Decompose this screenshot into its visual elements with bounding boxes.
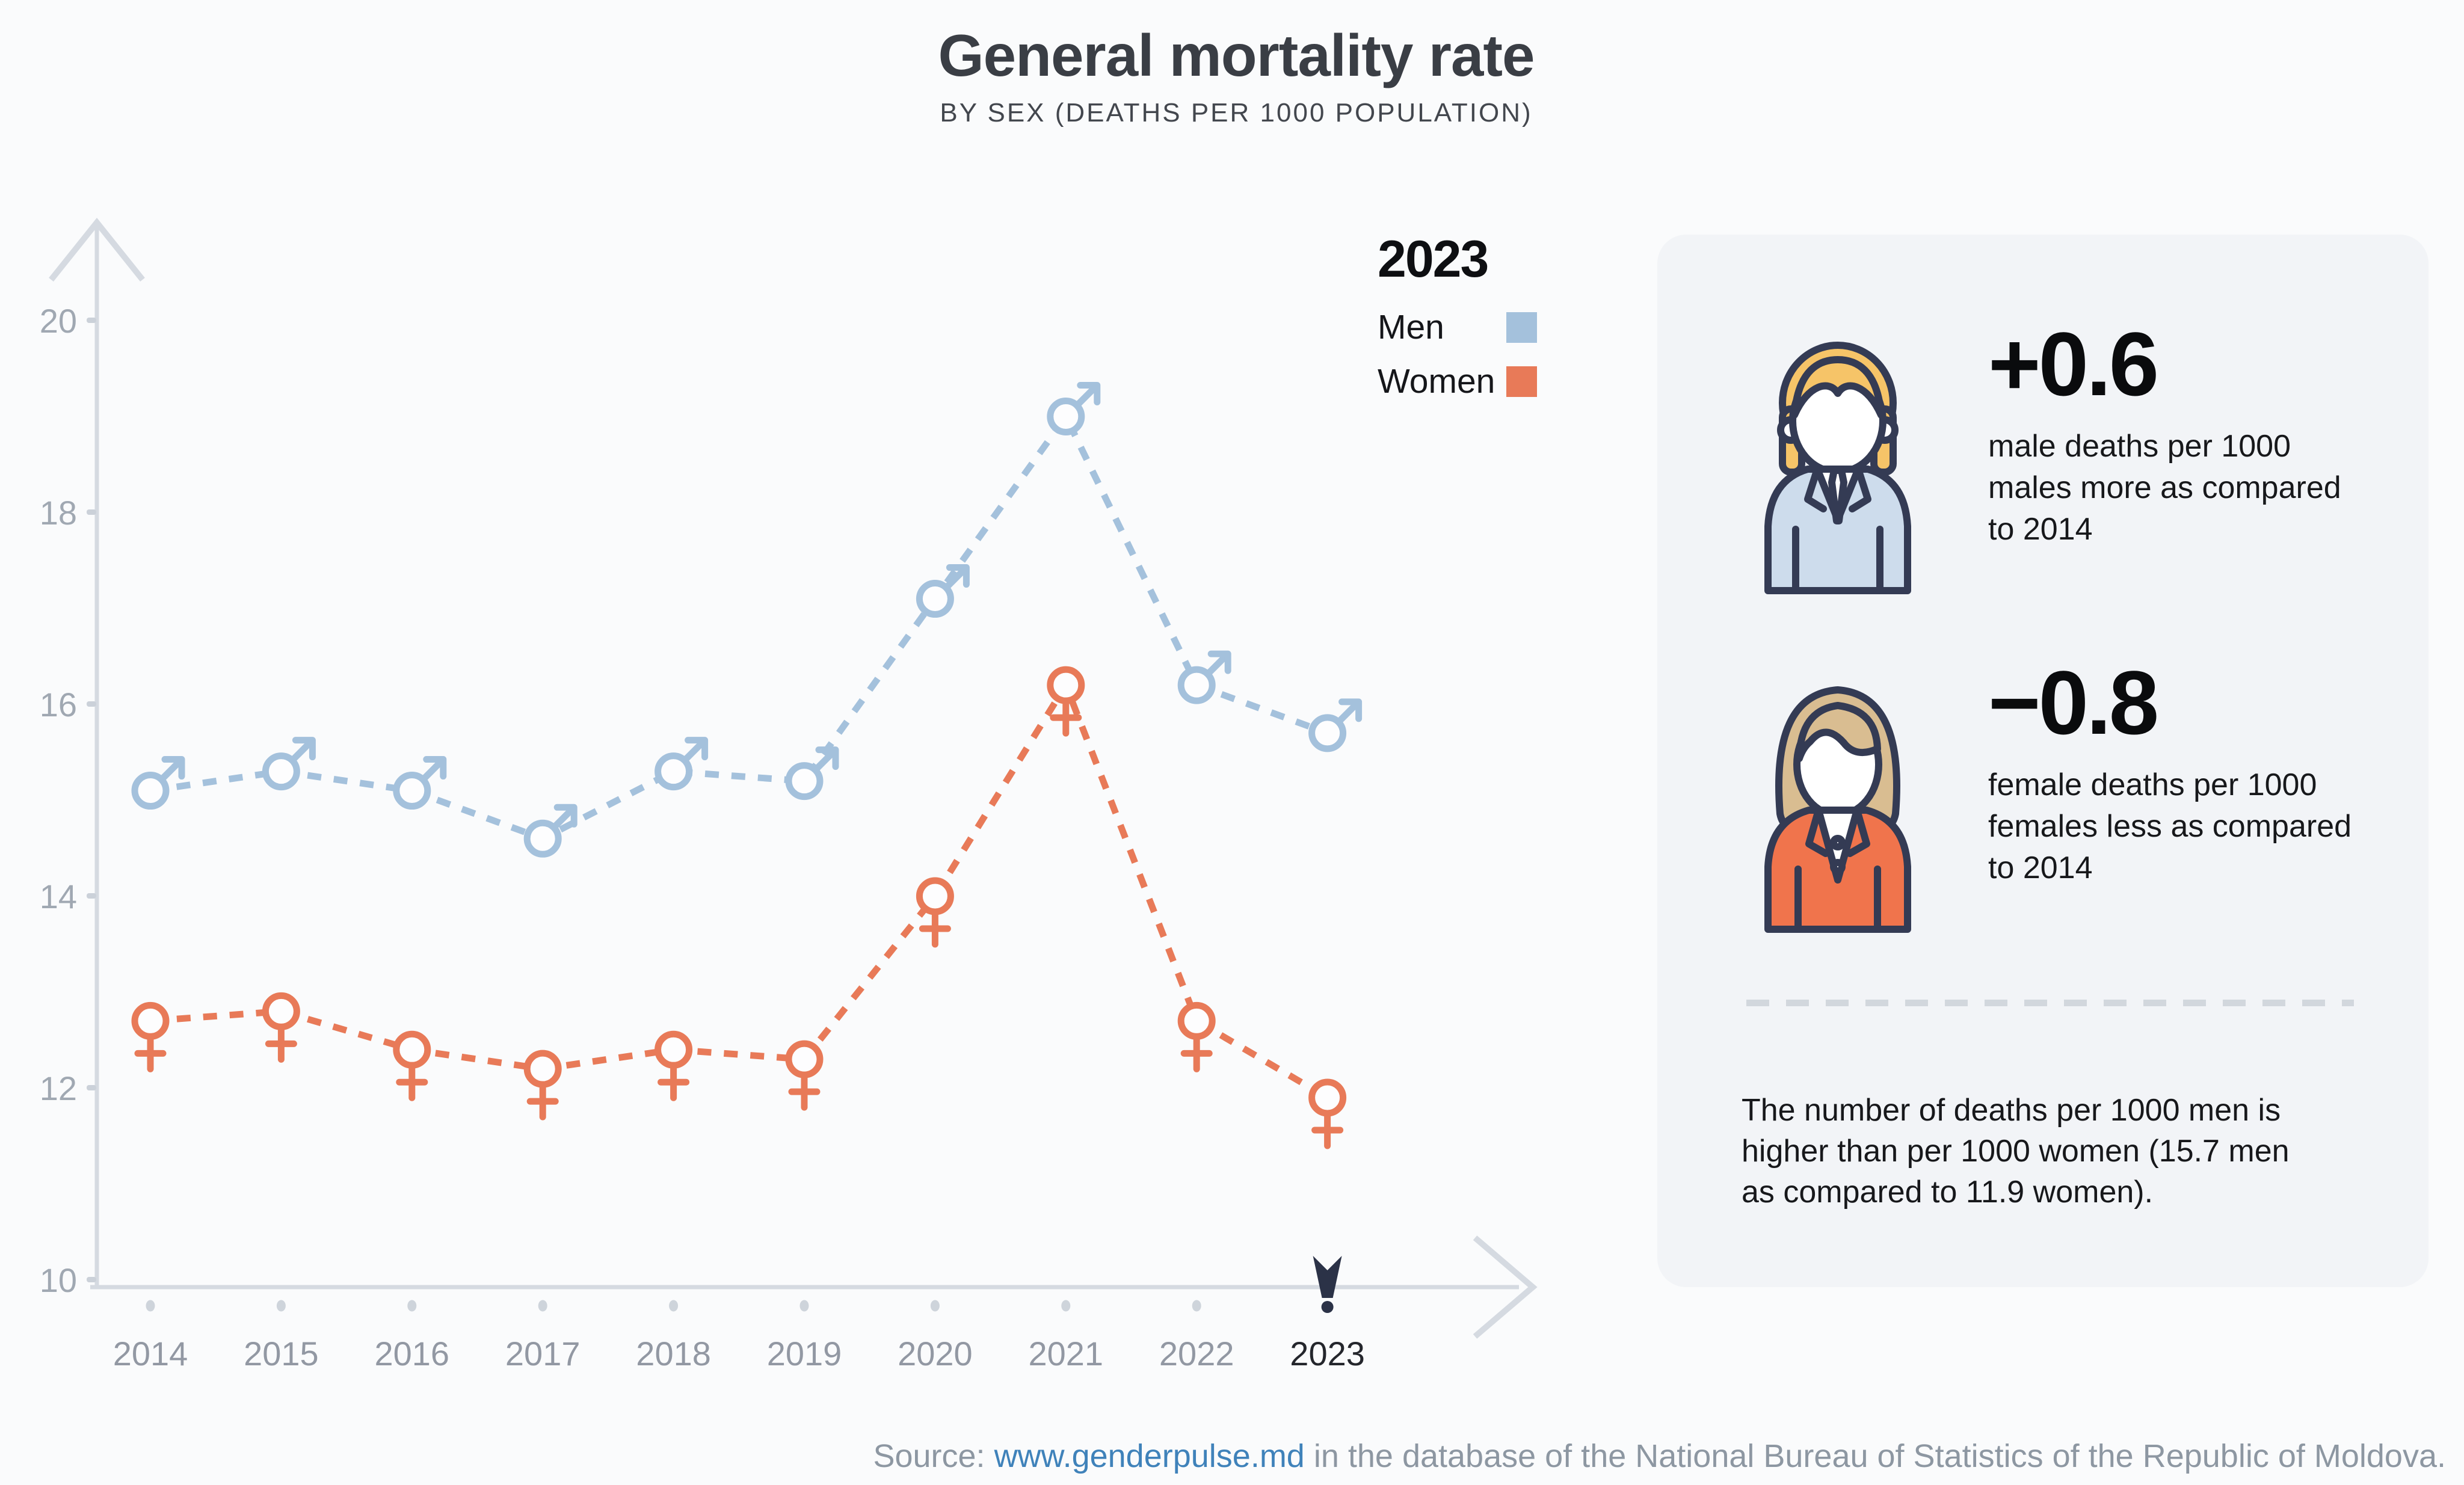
x-tick-dot-2014 bbox=[146, 1300, 155, 1312]
y-axis bbox=[94, 221, 99, 1289]
women-point-2022 bbox=[1177, 1001, 1216, 1072]
men-point-2023 bbox=[1308, 698, 1363, 752]
x-tick-dot-2017 bbox=[538, 1300, 547, 1312]
legend-year: 2023 bbox=[1378, 230, 1489, 288]
x-tick-dot-2021 bbox=[1061, 1300, 1071, 1312]
y-tick-16 bbox=[87, 701, 96, 707]
woman-avatar bbox=[1764, 686, 1911, 933]
legend-item-women: Women bbox=[1378, 361, 1537, 401]
x-axis-arrow-icon bbox=[1473, 1235, 1538, 1339]
women-point-2019 bbox=[785, 1040, 824, 1111]
page-title: General mortality rate bbox=[938, 22, 1535, 88]
men-point-2021 bbox=[1047, 382, 1101, 435]
legend-item-men: Men bbox=[1378, 307, 1537, 347]
source-link[interactable]: www.genderpulse.md bbox=[994, 1438, 1305, 1474]
men-point-2017 bbox=[523, 804, 578, 858]
women-point-2020 bbox=[916, 877, 954, 948]
women-point-2018 bbox=[654, 1030, 693, 1101]
x-tick-dot-2022 bbox=[1192, 1300, 1201, 1312]
y-label-12: 12 bbox=[40, 1069, 77, 1107]
panel-note: The number of deaths per 1000 men is hig… bbox=[1742, 1093, 2290, 1210]
x-tick-dot-2015 bbox=[276, 1300, 286, 1312]
y-label-14: 14 bbox=[40, 878, 77, 915]
current-year-dot bbox=[1321, 1301, 1334, 1313]
x-label-2016: 2016 bbox=[375, 1335, 450, 1373]
source-suffix: in the database of the National Bureau o… bbox=[1304, 1438, 2446, 1474]
y-tick-10 bbox=[87, 1277, 96, 1282]
y-label-10: 10 bbox=[40, 1261, 77, 1299]
y-tick-18 bbox=[87, 509, 96, 515]
source-line: Source: www.genderpulse.md in the databa… bbox=[873, 1437, 2446, 1475]
female-stat-row: −0.8 female deaths per 1000 females less… bbox=[1748, 657, 2397, 934]
summary-panel: +0.6 male deaths per 1000 males more as … bbox=[1657, 235, 2429, 1287]
men-point-2022 bbox=[1177, 650, 1231, 704]
x-label-2021: 2021 bbox=[1029, 1335, 1104, 1373]
x-label-2017: 2017 bbox=[505, 1335, 581, 1373]
women-point-2014 bbox=[131, 1001, 170, 1072]
female-stat-text: female deaths per 1000 females less as c… bbox=[1988, 767, 2352, 885]
x-label-2015: 2015 bbox=[244, 1335, 319, 1373]
panel-divider bbox=[1746, 1000, 2354, 1006]
chart-legend: 2023 Men Women bbox=[1378, 230, 1537, 401]
x-tick-dot-2016 bbox=[407, 1300, 417, 1312]
y-label-20: 20 bbox=[40, 302, 77, 340]
man-avatar bbox=[1764, 342, 1911, 594]
men-point-2014 bbox=[131, 756, 185, 810]
x-tick-dot-2018 bbox=[669, 1300, 679, 1312]
men-series-line bbox=[150, 410, 1329, 843]
x-label-2019: 2019 bbox=[767, 1335, 842, 1373]
y-label-18: 18 bbox=[40, 494, 77, 532]
y-axis-arrow-icon bbox=[49, 217, 145, 282]
x-axis bbox=[90, 1285, 1519, 1290]
y-tick-14 bbox=[87, 893, 96, 899]
source-prefix: Source: bbox=[873, 1438, 994, 1474]
y-tick-20 bbox=[87, 318, 96, 323]
women-point-2023 bbox=[1308, 1078, 1347, 1149]
header: General mortality rate BY SEX (DEATHS PE… bbox=[611, 22, 1862, 128]
mortality-chart: 10 12 14 16 18 20 2014 2015 2016 2017 2018 2019 2020… bbox=[40, 217, 1538, 1373]
male-stat-value: +0.6 bbox=[1988, 313, 2159, 414]
y-tick-12 bbox=[87, 1085, 96, 1090]
current-year-pointer-icon bbox=[1313, 1256, 1342, 1298]
women-point-2015 bbox=[262, 992, 300, 1063]
women-color-swatch bbox=[1506, 366, 1537, 397]
female-stat-value: −0.8 bbox=[1988, 652, 2159, 753]
men-point-2019 bbox=[785, 746, 839, 801]
x-label-2014: 2014 bbox=[113, 1335, 188, 1373]
male-stat-row: +0.6 male deaths per 1000 males more as … bbox=[1748, 319, 2397, 595]
x-label-2022: 2022 bbox=[1159, 1335, 1234, 1373]
men-point-2015 bbox=[262, 737, 316, 791]
x-label-2018: 2018 bbox=[636, 1335, 711, 1373]
women-point-2021 bbox=[1047, 666, 1085, 737]
x-label-2023: 2023 bbox=[1290, 1335, 1365, 1373]
women-series-line bbox=[150, 677, 1329, 1101]
x-label-2020: 2020 bbox=[898, 1335, 973, 1373]
women-point-2016 bbox=[393, 1030, 431, 1101]
page-subtitle: BY SEX (DEATHS PER 1000 POPULATION) bbox=[940, 98, 1533, 128]
legend-label-women: Women bbox=[1378, 362, 1495, 401]
men-point-2016 bbox=[393, 756, 447, 810]
legend-label-men: Men bbox=[1378, 308, 1444, 346]
x-tick-dot-2019 bbox=[799, 1300, 809, 1312]
male-stat-text: male deaths per 1000 males more as compa… bbox=[1988, 429, 2341, 547]
men-point-2020 bbox=[916, 564, 970, 618]
women-point-2017 bbox=[523, 1050, 562, 1121]
men-point-2018 bbox=[654, 737, 709, 791]
x-tick-dot-2020 bbox=[930, 1300, 940, 1312]
men-color-swatch bbox=[1506, 312, 1537, 343]
y-label-16: 16 bbox=[40, 686, 77, 724]
